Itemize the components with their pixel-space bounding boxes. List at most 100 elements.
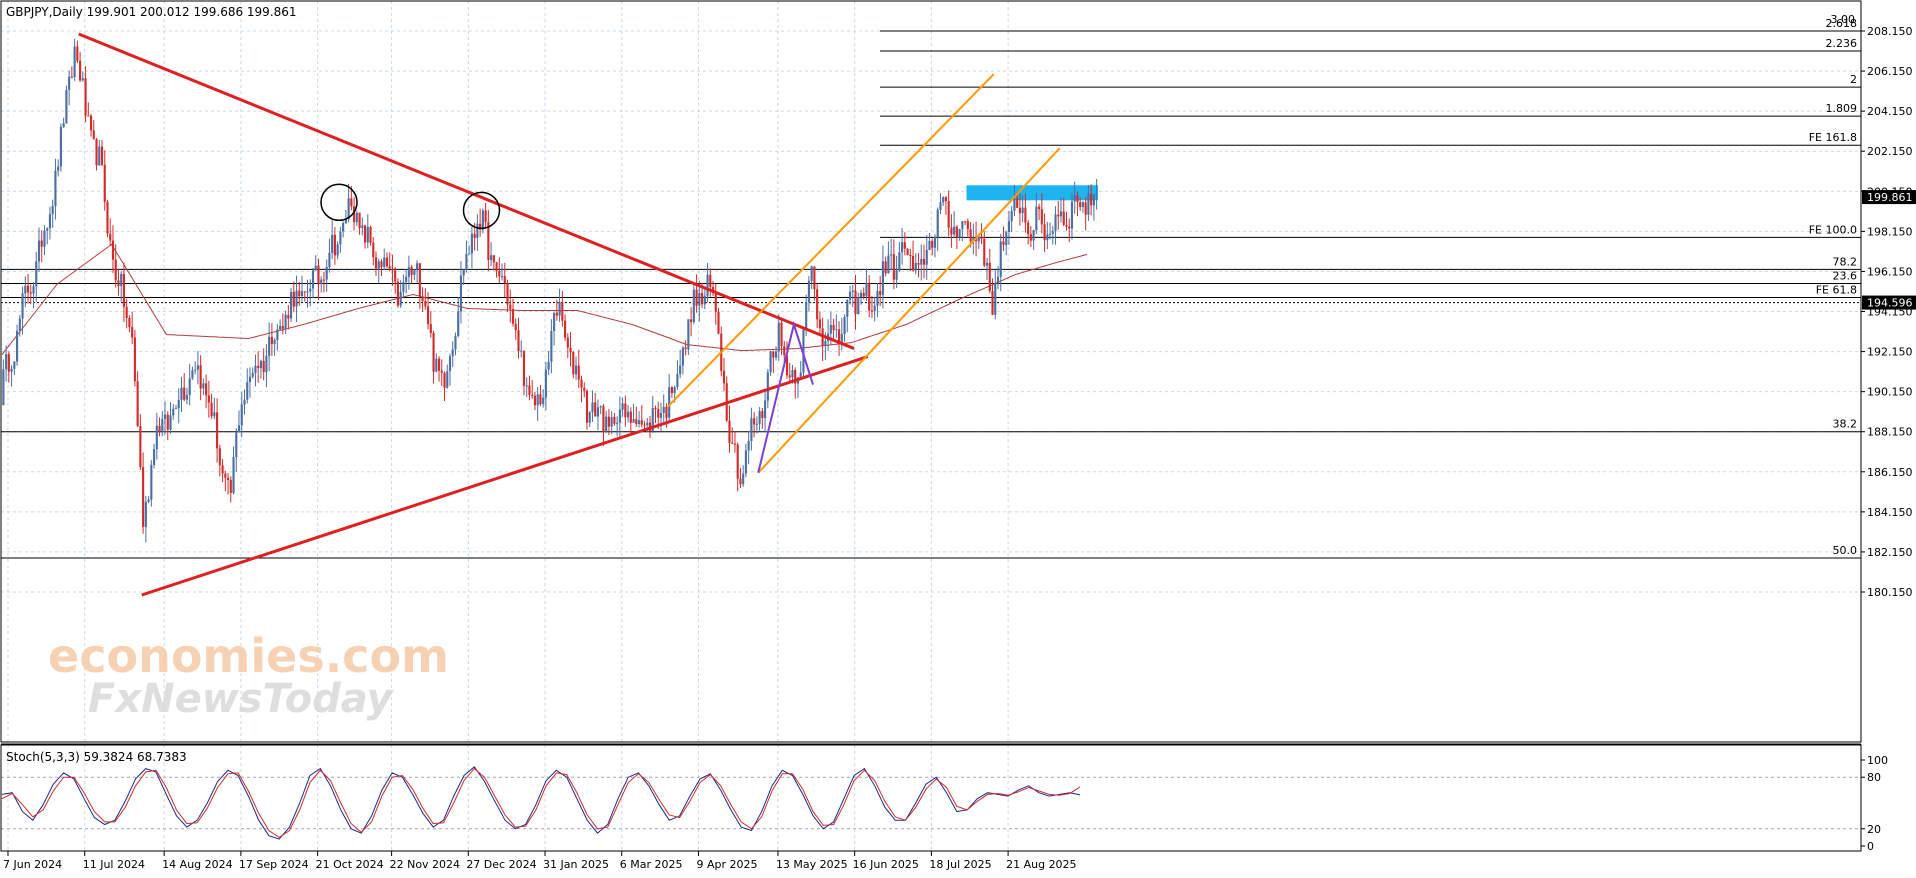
candle-body: [48, 214, 52, 229]
candle-body: [457, 311, 460, 336]
candle-body: [465, 254, 468, 270]
moving-average-line: [1, 243, 1088, 355]
candle-body: [520, 350, 523, 352]
candle-body: [583, 387, 586, 391]
candle-body: [994, 283, 997, 315]
candle-body: [106, 201, 109, 234]
candle-body: [709, 274, 712, 288]
candle-body: [966, 221, 969, 230]
candle-body: [802, 329, 805, 373]
candle-body: [780, 322, 783, 347]
candle-body: [769, 351, 772, 373]
candle-body: [490, 255, 493, 260]
candle-body: [585, 390, 589, 423]
candle-body: [542, 397, 545, 405]
x-tick-label: 22 Nov 2024: [390, 858, 460, 871]
swing-high-circle: [462, 191, 501, 230]
candle-body: [865, 282, 868, 297]
candle-body: [221, 465, 224, 474]
candle-body: [818, 319, 821, 329]
x-tick-label: 13 May 2025: [776, 858, 848, 871]
candle-body: [673, 387, 676, 393]
x-tick-label: 7 Jun 2024: [3, 858, 62, 871]
fib-level-label: 38.2: [1833, 418, 1858, 431]
candle-body: [300, 291, 304, 297]
candle-body: [81, 78, 84, 81]
candle-body: [65, 89, 68, 124]
stoch-y-tick-label: 100: [1867, 754, 1888, 767]
candle-body: [810, 266, 813, 281]
candle-body: [758, 411, 761, 424]
candle-body: [558, 302, 561, 316]
candle-body: [13, 361, 16, 369]
candle-body: [281, 326, 284, 329]
candle-body: [246, 382, 249, 400]
candle-body: [177, 399, 180, 409]
candle-body: [933, 236, 937, 248]
candle-body: [259, 360, 262, 369]
candle-body: [462, 269, 465, 276]
candle-body: [555, 312, 558, 316]
candle-body: [216, 412, 219, 449]
candle-body: [1035, 206, 1038, 231]
candle-body: [1073, 195, 1076, 202]
x-tick-label: 21 Oct 2024: [316, 858, 384, 871]
candle-body: [1027, 222, 1030, 235]
candle-body: [637, 420, 641, 424]
candle-body: [174, 408, 178, 410]
candle-body: [961, 221, 964, 230]
candle-body: [185, 395, 189, 400]
candle-body: [161, 419, 164, 432]
resistance-zone: [966, 185, 1098, 201]
candle-body: [226, 477, 230, 480]
candle-body: [964, 221, 967, 223]
x-tick-label: 6 Mar 2025: [620, 858, 683, 871]
candle-body: [903, 242, 906, 249]
candle-body: [342, 223, 345, 232]
candle-body: [544, 369, 547, 398]
candle-body: [928, 240, 931, 250]
candle-body: [446, 371, 449, 388]
candle-body: [37, 240, 41, 262]
candle-body: [692, 289, 695, 323]
candle-body: [424, 301, 427, 307]
candle-body: [791, 369, 794, 378]
x-tick-label: 17 Sep 2024: [239, 858, 309, 871]
candle-body: [391, 268, 394, 271]
candle-body: [785, 355, 789, 376]
candle-body: [574, 365, 578, 375]
candle-body: [358, 212, 361, 229]
candle-body: [100, 146, 104, 165]
candle-body: [32, 286, 35, 294]
candle-body: [854, 290, 857, 315]
candle-body: [158, 425, 161, 432]
candle-body: [747, 440, 750, 451]
candle-body: [388, 266, 391, 269]
candle-body: [610, 416, 613, 427]
y-tick-label: 204.150: [1867, 105, 1913, 118]
candle-body: [147, 499, 150, 502]
candle-body: [500, 276, 504, 278]
y-tick-label: 180.150: [1867, 586, 1913, 599]
candle-body: [840, 334, 843, 344]
candle-body: [232, 457, 235, 493]
y-tick-label: 206.150: [1867, 65, 1913, 78]
current-price-label: 199.861: [1867, 191, 1913, 204]
candle-body: [79, 60, 82, 81]
candle-body: [84, 78, 87, 116]
candle-body: [1040, 209, 1043, 225]
candle-body: [276, 329, 279, 340]
candle-body: [410, 267, 413, 275]
candle-body: [838, 329, 841, 344]
candle-body: [131, 327, 134, 338]
candle-body: [224, 473, 227, 478]
candle-body: [511, 308, 515, 324]
candle-body: [528, 385, 531, 395]
candle-body: [95, 138, 98, 166]
candle-body: [506, 282, 509, 305]
x-tick-label: 18 Jul 2025: [929, 858, 991, 871]
swing-high-circle: [320, 183, 358, 222]
candle-body: [761, 411, 764, 418]
candle-body: [399, 291, 402, 306]
